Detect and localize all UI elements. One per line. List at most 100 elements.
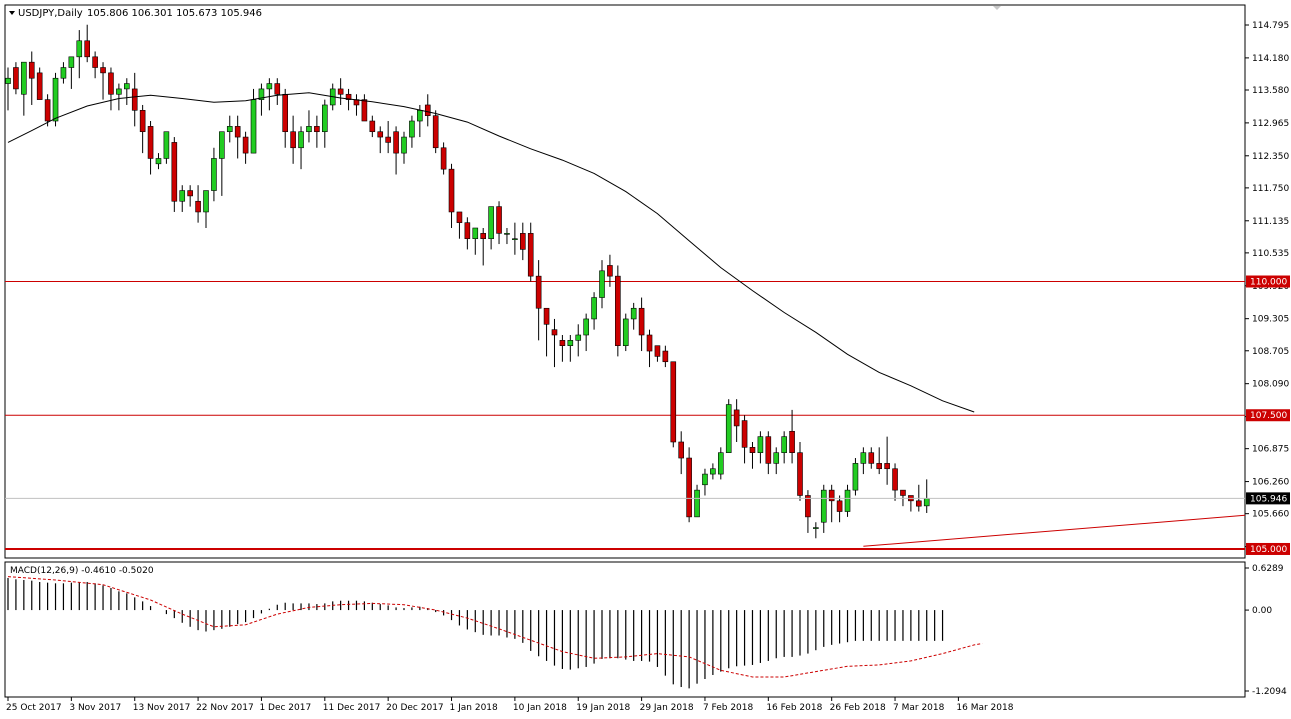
candle-8 bbox=[68, 56, 75, 89]
price-tick-label-6: 111.135 bbox=[1252, 217, 1289, 227]
date-label-13: 26 Feb 2018 bbox=[830, 703, 886, 713]
candle-body-25 bbox=[203, 190, 209, 213]
moving-average-line bbox=[7, 92, 975, 413]
macd-signal-polyline bbox=[7, 576, 983, 678]
candle-body-21 bbox=[171, 142, 178, 202]
trendline[interactable] bbox=[863, 514, 1246, 547]
candle-40 bbox=[321, 99, 328, 148]
candle-25 bbox=[203, 190, 209, 229]
candle-body-7 bbox=[60, 67, 67, 79]
candle-body-82 bbox=[654, 345, 661, 357]
candle-body-29 bbox=[234, 126, 241, 138]
ma-polyline bbox=[7, 92, 975, 413]
date-label-14: 7 Mar 2018 bbox=[893, 703, 945, 713]
candle-body-12 bbox=[100, 67, 106, 74]
candle-body-62 bbox=[496, 206, 502, 234]
candle-16 bbox=[131, 72, 138, 127]
date-label-1: 3 Nov 2017 bbox=[69, 703, 121, 713]
candle-2 bbox=[21, 61, 27, 116]
candle-22 bbox=[179, 185, 186, 212]
date-label-5: 11 Dec 2017 bbox=[323, 703, 381, 713]
candle-body-79 bbox=[630, 307, 637, 320]
candle-103 bbox=[820, 484, 827, 533]
candle-19 bbox=[155, 153, 162, 170]
candle-91 bbox=[725, 399, 732, 453]
candle-29 bbox=[234, 115, 241, 159]
candle-21 bbox=[171, 137, 178, 212]
candle-6 bbox=[52, 72, 59, 127]
candle-body-60 bbox=[480, 233, 487, 240]
candle-body-32 bbox=[258, 88, 265, 100]
candle-body-36 bbox=[290, 131, 296, 149]
candle-47 bbox=[377, 126, 384, 154]
candle-body-70 bbox=[559, 340, 566, 346]
candle-0 bbox=[5, 67, 11, 111]
price-tick-label-2: 113.580 bbox=[1252, 86, 1289, 96]
candle-36 bbox=[290, 115, 296, 164]
candle-body-102 bbox=[813, 527, 819, 529]
current-price-label: 105.946 bbox=[1250, 494, 1287, 504]
candle-body-80 bbox=[638, 307, 645, 336]
candle-body-107 bbox=[852, 463, 859, 491]
candle-11 bbox=[92, 51, 98, 79]
chevron-down-icon[interactable] bbox=[9, 11, 15, 15]
candle-body-11 bbox=[92, 56, 98, 68]
candle-12 bbox=[100, 62, 106, 100]
candle-49 bbox=[393, 126, 399, 175]
candle-62 bbox=[496, 201, 502, 245]
candle-body-17 bbox=[139, 110, 146, 133]
candle-body-69 bbox=[551, 329, 558, 336]
trendline-segment[interactable] bbox=[863, 514, 1246, 547]
candle-80 bbox=[638, 297, 645, 352]
candle-body-47 bbox=[377, 131, 384, 138]
date-label-9: 19 Jan 2018 bbox=[576, 703, 630, 713]
candle-55 bbox=[440, 142, 447, 175]
candle-105 bbox=[836, 495, 843, 523]
candle-56 bbox=[448, 163, 455, 229]
candle-58 bbox=[464, 217, 471, 250]
candle-100 bbox=[797, 441, 803, 501]
candle-body-72 bbox=[575, 334, 582, 341]
candle-87 bbox=[694, 484, 700, 518]
candle-78 bbox=[622, 313, 629, 352]
candle-body-75 bbox=[599, 270, 605, 298]
candle-90 bbox=[717, 447, 724, 480]
candle-body-5 bbox=[44, 99, 51, 122]
candle-112 bbox=[892, 463, 898, 501]
hline-label-0: 110.000 bbox=[1250, 278, 1287, 288]
candle-104 bbox=[828, 484, 835, 523]
candle-body-110 bbox=[876, 463, 883, 470]
price-tick-label-11: 108.090 bbox=[1252, 380, 1289, 390]
candle-body-85 bbox=[678, 441, 685, 459]
candle-body-54 bbox=[432, 115, 439, 149]
candle-body-22 bbox=[179, 190, 186, 202]
shift-marker-icon[interactable] bbox=[993, 6, 1001, 10]
candle-71 bbox=[567, 334, 574, 362]
hline-label-1: 107.500 bbox=[1250, 411, 1287, 421]
candle-26 bbox=[211, 147, 217, 202]
candle-body-113 bbox=[900, 489, 906, 496]
macd-axis: 0.6289 0.00 -1.2094 bbox=[1245, 564, 1287, 697]
candle-93 bbox=[741, 415, 748, 464]
candle-63 bbox=[504, 228, 510, 245]
candle-33 bbox=[266, 78, 273, 111]
candle-body-93 bbox=[741, 420, 748, 448]
candle-30 bbox=[242, 131, 249, 164]
horizontal-lines[interactable]: 110.000 107.500 105.000 bbox=[5, 275, 1290, 555]
candle-body-53 bbox=[424, 104, 431, 116]
candle-body-30 bbox=[242, 136, 249, 154]
candle-body-15 bbox=[124, 83, 130, 90]
candle-34 bbox=[274, 78, 281, 105]
candle-body-116 bbox=[923, 498, 930, 507]
candle-body-38 bbox=[306, 126, 312, 133]
candle-body-19 bbox=[155, 158, 162, 165]
candle-body-46 bbox=[369, 120, 376, 133]
macd-label: MACD(12,26,9) -0.4610 -0.5020 bbox=[10, 566, 154, 576]
candle-85 bbox=[678, 431, 685, 475]
candle-body-78 bbox=[622, 318, 629, 346]
candle-body-101 bbox=[805, 495, 811, 518]
candle-24 bbox=[195, 185, 201, 223]
candle-body-49 bbox=[393, 131, 399, 154]
candle-106 bbox=[844, 484, 851, 517]
candle-14 bbox=[116, 83, 122, 111]
